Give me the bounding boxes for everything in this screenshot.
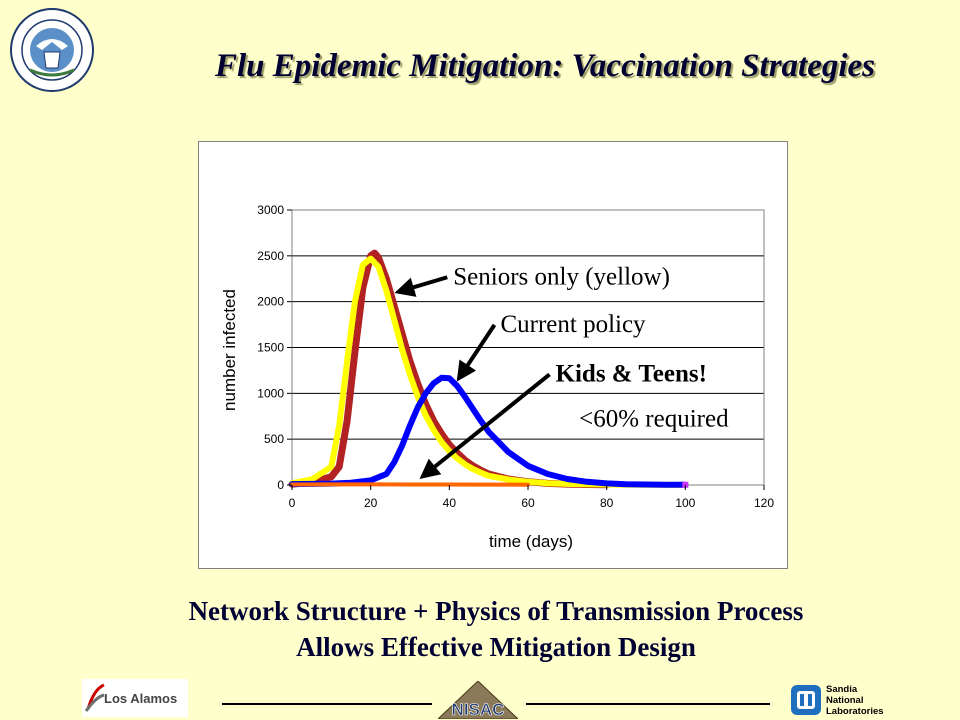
annotation-label-4: <60% required: [579, 405, 729, 432]
x-tick-label: 40: [443, 496, 457, 510]
x-tick-label: 120: [754, 496, 774, 510]
chart-panel: 0 500 1000 1500 2000 2500 3000 0 20 40 60 80 100 120 …: [198, 141, 788, 569]
x-tick-label: 60: [521, 496, 535, 510]
nisac-label: NISAC: [452, 700, 505, 719]
annotation-arrow-1: [394, 275, 448, 297]
y-tick-label: 1000: [257, 386, 284, 400]
dhs-seal-icon: [10, 8, 94, 92]
annotation-label-3: Kids & Teens!: [556, 360, 707, 387]
footer-divider-left: [222, 703, 432, 705]
y-tick-label: 3000: [257, 203, 284, 217]
x-tick-label: 80: [600, 496, 614, 510]
annotation-label-1: Seniors only (yellow): [453, 263, 670, 290]
sandia-label-line-1: Sandia: [826, 684, 858, 695]
y-tick-label: 0: [277, 478, 284, 492]
annotation-label-2: Current policy: [500, 311, 646, 338]
y-tick-label: 2500: [257, 249, 284, 263]
footer-divider-right: [526, 703, 770, 705]
series-line-3: [289, 374, 689, 488]
page-title: Flu Epidemic Mitigation: Vaccination Str…: [214, 48, 876, 84]
sandia-logo-icon: [791, 685, 821, 715]
los-alamos-label: Los Alamos: [104, 691, 178, 706]
x-tick-label: 0: [289, 496, 296, 510]
series-line-2: [289, 255, 689, 488]
x-axis-label: time (days): [489, 532, 573, 551]
annotation-arrow-2: [456, 323, 497, 382]
annotation-arrow-3: [419, 372, 551, 480]
y-tick-label: 1500: [257, 341, 284, 355]
bottom-caption-line-2: Allows Effective Mitigation Design: [296, 632, 696, 662]
los-alamos-swoosh-icon: [84, 683, 105, 712]
y-tick-label: 2000: [257, 295, 284, 309]
sandia-label-line-3: Laboratories: [826, 706, 884, 717]
y-axis-label: number infected: [220, 289, 239, 411]
los-alamos-logo: Los Alamos: [82, 679, 188, 717]
nisac-logo: NISAC: [438, 681, 518, 719]
sandia-label: Sandia National Laboratories: [826, 684, 884, 717]
x-tick-label: 20: [364, 496, 378, 510]
y-tick-label: 500: [264, 432, 284, 446]
series-end-marker: [682, 481, 689, 488]
x-tick-label: 100: [675, 496, 695, 510]
bottom-caption-line-1: Network Structure + Physics of Transmiss…: [188, 596, 804, 626]
sandia-label-line-2: National: [826, 695, 864, 706]
